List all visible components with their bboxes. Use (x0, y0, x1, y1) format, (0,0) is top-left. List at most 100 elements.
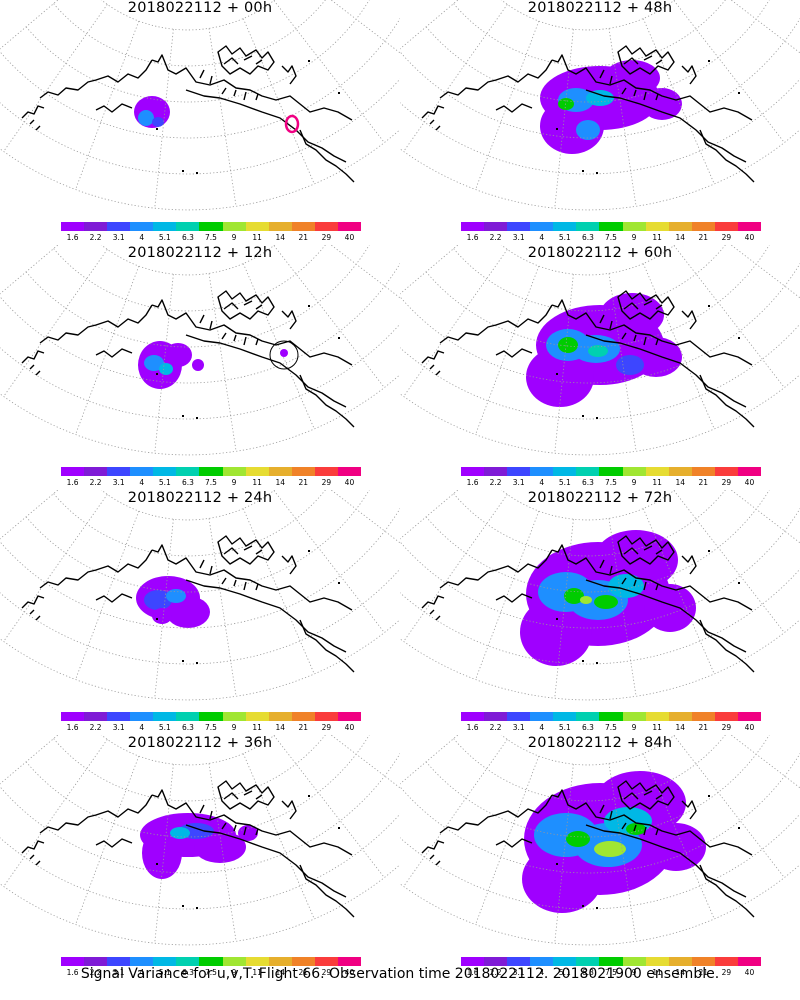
variance-contour (520, 598, 592, 666)
colorbar-swatch (268, 712, 292, 721)
colorbar-swatch (337, 957, 362, 966)
colorbar-swatch (622, 467, 646, 476)
colorbar-swatch (576, 467, 600, 476)
colorbar-tick-label: 3.1 (112, 478, 125, 487)
variance-field (136, 576, 210, 628)
colorbar-tick-label: 1.6 (466, 478, 479, 487)
colorbar-tick-label: 5.1 (158, 478, 171, 487)
colorbar-swatch (461, 957, 485, 966)
variance-contour (138, 110, 154, 126)
colorbar-swatch (222, 957, 246, 966)
colorbar-tick-label: 4 (139, 968, 145, 977)
colorbar-tick-label: 21 (698, 233, 709, 242)
colorbar-tick-label: 6.3 (581, 723, 594, 732)
variance-contour (576, 120, 600, 140)
colorbar-swatch (199, 222, 223, 231)
colorbar-tick-label: 11 (252, 723, 262, 732)
colorbar-swatch (714, 957, 738, 966)
colorbar-swatch (599, 222, 623, 231)
forecast-map (0, 0, 400, 211)
colorbar-swatch (484, 467, 508, 476)
colorbar-swatch (107, 957, 131, 966)
forecast-map (0, 490, 400, 701)
colorbar-swatch (576, 957, 600, 966)
colorbar-ticks: 1.6 2.2 3.1 4 5.1 6.3 7.5 9 11 14 21 29 40 (461, 723, 761, 733)
colorbar-swatch (199, 957, 223, 966)
colorbar-tick-label: 1.6 (466, 723, 479, 732)
colorbar-swatch (176, 712, 200, 721)
variance-field (134, 96, 170, 128)
colorbar-swatch (84, 957, 108, 966)
colorbar-swatch (245, 957, 269, 966)
map-panel: 2018022112 + 00h 1.6 2.2 3.1 4 5.1 6.3 7.5 9 11 14… (0, 0, 400, 245)
colorbar-tick-label: 6.3 (181, 968, 194, 977)
graticule (0, 735, 400, 946)
coastline (421, 290, 755, 428)
colorbar (61, 957, 362, 966)
colorbar-tick-label: 9 (631, 233, 637, 242)
colorbar-swatch (530, 957, 554, 966)
colorbar-swatch (530, 467, 554, 476)
colorbar-tick-label: 14 (275, 233, 285, 242)
graticule (400, 735, 800, 946)
forecast-map (400, 490, 800, 701)
variance-contour (522, 845, 602, 913)
colorbar-swatch (668, 467, 692, 476)
variance-contour (566, 831, 590, 847)
colorbar-tick-label: 3.1 (112, 723, 125, 732)
colorbar-swatch (691, 957, 715, 966)
colorbar-swatch (645, 712, 669, 721)
colorbar-tick-label: 29 (321, 233, 332, 242)
map-panel: 2018022112 + 72h 1.6 2.2 3.1 4 5.1 6.3 7.5 9 11 14… (400, 490, 800, 735)
colorbar-tick-label: 14 (675, 968, 685, 977)
variance-contour (526, 347, 594, 407)
variance-contour (594, 841, 626, 857)
colorbar-tick-label: 4 (139, 478, 145, 487)
colorbar-tick-label: 2.2 (489, 723, 502, 732)
colorbar-tick-label: 3.1 (512, 233, 525, 242)
graticule (400, 0, 800, 211)
colorbar-swatch (553, 712, 577, 721)
colorbar-swatch (622, 957, 646, 966)
colorbar-tick-label: 40 (744, 968, 755, 977)
variance-contour (558, 337, 578, 353)
colorbar-tick-label: 40 (344, 478, 355, 487)
variance-contour (192, 359, 204, 371)
panel-title: 2018022112 + 48h (527, 0, 673, 16)
colorbar-tick-label: 40 (744, 233, 755, 242)
variance-contour (166, 596, 210, 628)
colorbar-tick-label: 9 (231, 723, 237, 732)
variance-contour (144, 355, 164, 371)
graticule (0, 0, 400, 211)
colorbar-ticks: 1.6 2.2 3.1 4 5.1 6.3 7.5 9 11 14 21 29 40 (461, 968, 761, 978)
panel-title: 2018022112 + 84h (527, 735, 673, 751)
colorbar-swatch (107, 467, 131, 476)
colorbar-ticks: 1.6 2.2 3.1 4 5.1 6.3 7.5 9 11 14 21 29 40 (461, 233, 761, 243)
colorbar-tick-label: 4 (539, 233, 545, 242)
colorbar-tick-label: 1.6 (66, 968, 79, 977)
colorbar-swatch (737, 467, 762, 476)
variance-contour (594, 595, 618, 609)
colorbar-tick-label: 3.1 (112, 968, 125, 977)
colorbar (461, 712, 762, 721)
colorbar (461, 467, 762, 476)
variance-contour (152, 608, 172, 624)
variance-contour (586, 90, 614, 106)
variance-contour (284, 114, 300, 134)
colorbar-tick-label: 29 (321, 723, 332, 732)
variance-contour (626, 823, 646, 835)
variance-field (520, 530, 696, 666)
colorbar-swatch (153, 467, 177, 476)
coastline (421, 780, 755, 918)
panel-title: 2018022112 + 12h (127, 245, 273, 261)
colorbar-tick-label: 14 (275, 478, 285, 487)
colorbar-swatch (507, 222, 531, 231)
colorbar-tick-label: 6.3 (181, 478, 194, 487)
colorbar-tick-label: 5.1 (158, 723, 171, 732)
colorbar-swatch (530, 712, 554, 721)
variance-field (522, 771, 706, 913)
colorbar-tick-label: 14 (675, 478, 685, 487)
variance-contour (646, 823, 706, 871)
coastline (421, 45, 755, 183)
colorbar-tick-label: 21 (698, 968, 709, 977)
